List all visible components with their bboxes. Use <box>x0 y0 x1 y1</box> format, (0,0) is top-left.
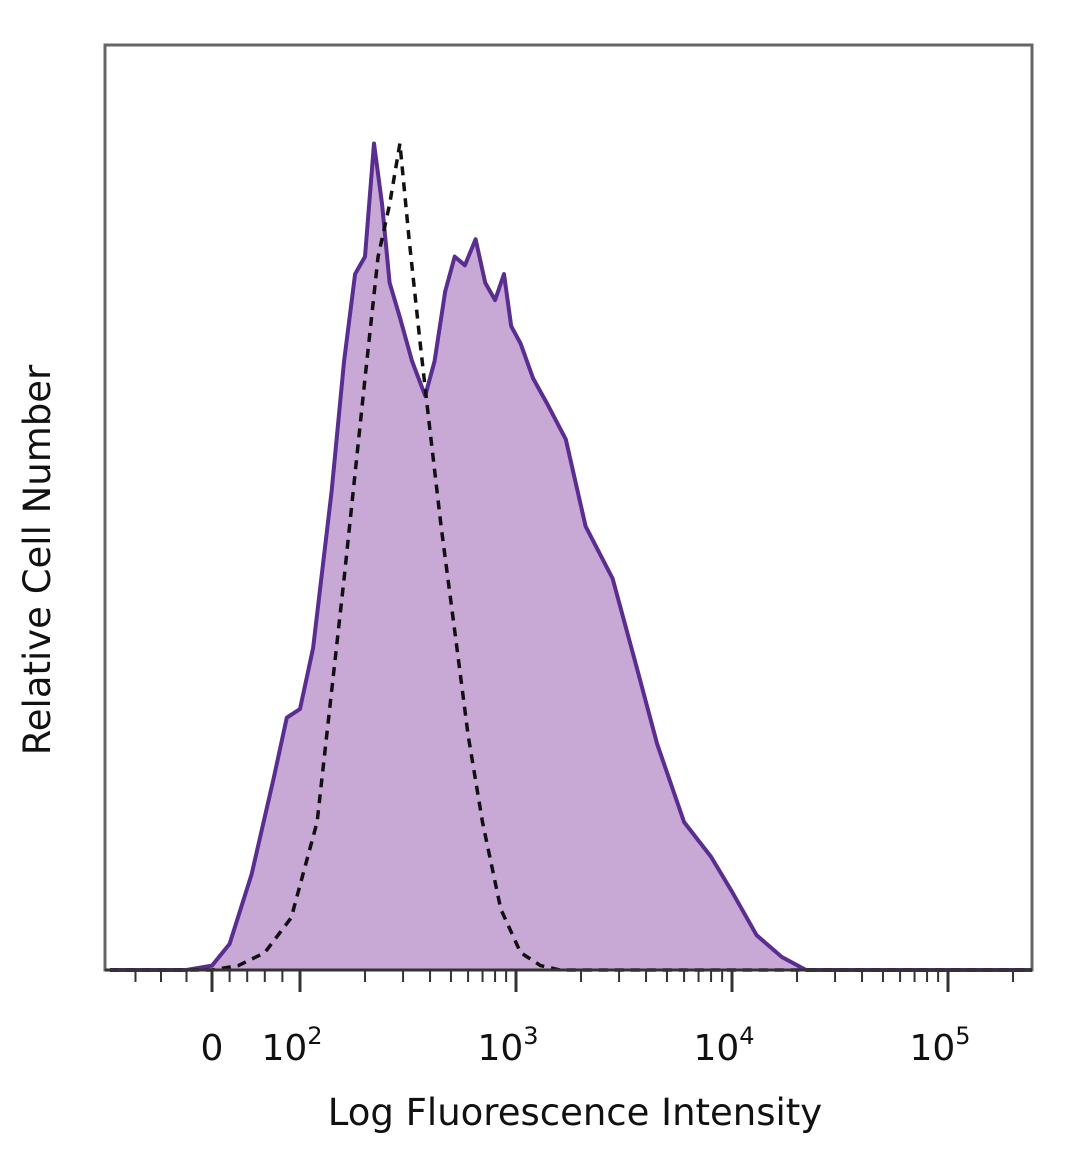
x-tick-label: 103 <box>477 1022 538 1069</box>
series-line-0 <box>110 141 1032 972</box>
y-axis-title: Relative Cell Number <box>16 364 59 755</box>
series-layer <box>110 141 1032 972</box>
x-axis-title: Log Fluorescence Intensity <box>328 1091 822 1134</box>
x-tick-label: 105 <box>909 1022 970 1069</box>
x-tick-label: 102 <box>261 1022 322 1069</box>
x-tick-labels: 0 102 103 104 105 <box>201 1022 971 1069</box>
series-fill-0 <box>110 143 1032 970</box>
x-tick-label: 0 <box>201 1028 224 1069</box>
x-tick-label: 104 <box>693 1022 754 1069</box>
x-tick-marks <box>134 970 1015 992</box>
